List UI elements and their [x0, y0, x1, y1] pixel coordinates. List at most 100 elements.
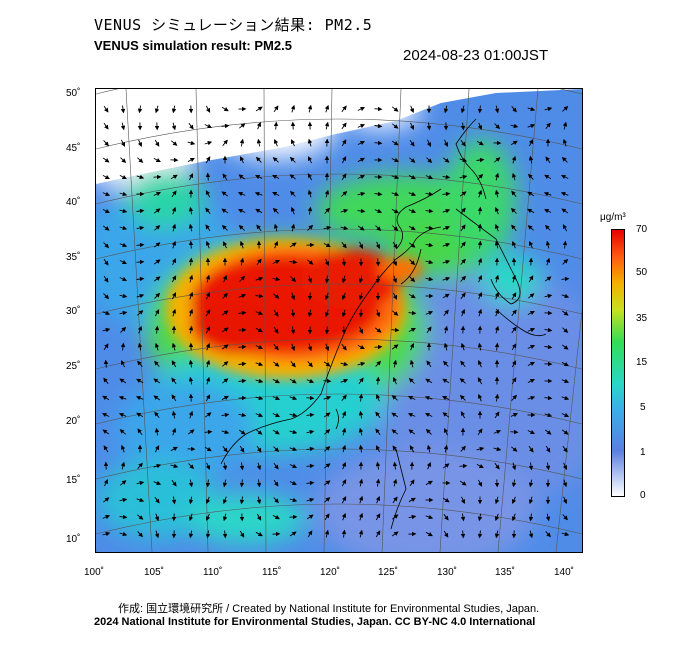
- wind-arrow: [442, 293, 450, 299]
- wind-arrow: [358, 495, 364, 504]
- wind-arrow: [494, 308, 500, 317]
- wind-arrow: [408, 327, 416, 333]
- wind-arrow: [442, 174, 451, 180]
- wind-arrow: [442, 191, 451, 197]
- wind-arrow: [222, 446, 228, 453]
- wind-arrow: [170, 463, 179, 469]
- wind-arrow: [120, 139, 126, 147]
- wind-arrow: [409, 342, 415, 351]
- wind-arrow: [171, 190, 177, 198]
- wind-arrow: [476, 140, 484, 146]
- wind-arrow: [391, 395, 398, 401]
- wind-arrow: [154, 342, 160, 351]
- wind-arrow: [239, 123, 246, 129]
- wind-arrow: [460, 496, 466, 505]
- wind-arrow: [188, 308, 194, 317]
- wind-arrow: [442, 157, 450, 163]
- wind-arrow: [307, 206, 313, 215]
- wind-arrow: [171, 427, 177, 436]
- wind-arrow: [527, 344, 536, 350]
- wind-arrow: [154, 225, 161, 231]
- wind-arrow: [307, 309, 313, 318]
- wind-arrow: [562, 138, 568, 147]
- wind-arrow: [273, 344, 279, 351]
- wind-arrow: [239, 530, 245, 538]
- wind-arrow: [341, 461, 347, 470]
- wind-arrow: [119, 174, 127, 180]
- wind-arrow: [460, 258, 466, 265]
- wind-arrow: [358, 275, 364, 284]
- wind-arrow: [204, 446, 212, 452]
- wind-arrow: [511, 326, 517, 334]
- wind-arrow: [324, 309, 330, 318]
- wind-arrow: [494, 223, 500, 232]
- colorbar: [611, 229, 625, 497]
- wind-arrow: [528, 240, 534, 249]
- wind-arrow: [272, 259, 281, 265]
- wind-arrow: [136, 225, 145, 231]
- wind-arrow: [442, 208, 451, 214]
- wind-arrow: [562, 105, 569, 112]
- wind-arrow: [290, 292, 296, 301]
- wind-arrow: [205, 376, 211, 385]
- wind-arrow: [324, 529, 330, 538]
- wind-arrow: [409, 157, 416, 163]
- wind-arrow: [120, 342, 126, 351]
- wind-arrow: [375, 530, 381, 538]
- wind-arrow: [391, 429, 398, 435]
- wind-arrow: [561, 395, 570, 401]
- wind-arrow: [477, 274, 483, 283]
- wind-arrow: [442, 225, 451, 231]
- wind-arrow: [136, 378, 144, 384]
- wind-arrow: [222, 274, 228, 283]
- wind-arrow: [205, 530, 211, 539]
- wind-arrow: [392, 478, 398, 487]
- wind-arrow: [119, 191, 128, 197]
- wind-arrow: [102, 327, 111, 333]
- wind-arrow: [205, 326, 211, 334]
- wind-arrow: [341, 258, 347, 267]
- wind-arrow: [391, 174, 400, 180]
- wind-arrow: [204, 140, 213, 146]
- wind-arrow: [341, 394, 347, 401]
- wind-arrow: [443, 360, 449, 367]
- wind-arrow: [375, 360, 382, 367]
- wind-arrow: [426, 461, 432, 470]
- wind-arrow: [171, 240, 177, 249]
- wind-arrow: [238, 412, 247, 418]
- wind-arrow: [289, 174, 296, 180]
- wind-arrow: [442, 259, 451, 265]
- wind-arrow: [408, 225, 416, 231]
- wind-arrow: [188, 257, 194, 266]
- wind-arrow: [357, 123, 366, 129]
- wind-arrow: [341, 139, 347, 147]
- wind-arrow: [477, 291, 483, 300]
- wind-arrow: [425, 208, 434, 214]
- wind-arrow: [136, 276, 145, 282]
- lon-label-105: 105˚: [144, 567, 165, 578]
- wind-arrow: [154, 325, 160, 334]
- wind-arrow: [340, 225, 349, 231]
- wind-arrow: [459, 463, 468, 469]
- wind-arrow: [409, 105, 415, 114]
- wind-arrow: [323, 361, 331, 367]
- wind-arrow: [511, 309, 517, 317]
- wind-arrow: [477, 393, 483, 402]
- wind-arrow: [120, 480, 127, 486]
- wind-arrow: [204, 429, 213, 435]
- wind-arrow: [239, 275, 246, 282]
- wind-arrow: [459, 480, 467, 486]
- wind-arrow: [256, 121, 262, 130]
- wind-arrow: [545, 122, 551, 129]
- wind-arrow: [443, 105, 449, 114]
- wind-arrow: [103, 140, 110, 147]
- wind-arrow: [561, 412, 570, 418]
- wind-arrow: [205, 207, 211, 214]
- wind-arrow: [205, 172, 211, 181]
- wind-arrow: [562, 462, 568, 471]
- wind-arrow: [171, 394, 177, 402]
- wind-arrow: [238, 310, 247, 316]
- wind-arrow: [375, 461, 381, 470]
- wind-arrow: [223, 241, 228, 249]
- wind-arrow: [425, 259, 434, 265]
